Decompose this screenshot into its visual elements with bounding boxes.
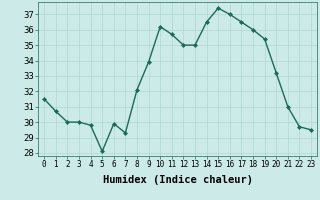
X-axis label: Humidex (Indice chaleur): Humidex (Indice chaleur) xyxy=(103,175,252,185)
